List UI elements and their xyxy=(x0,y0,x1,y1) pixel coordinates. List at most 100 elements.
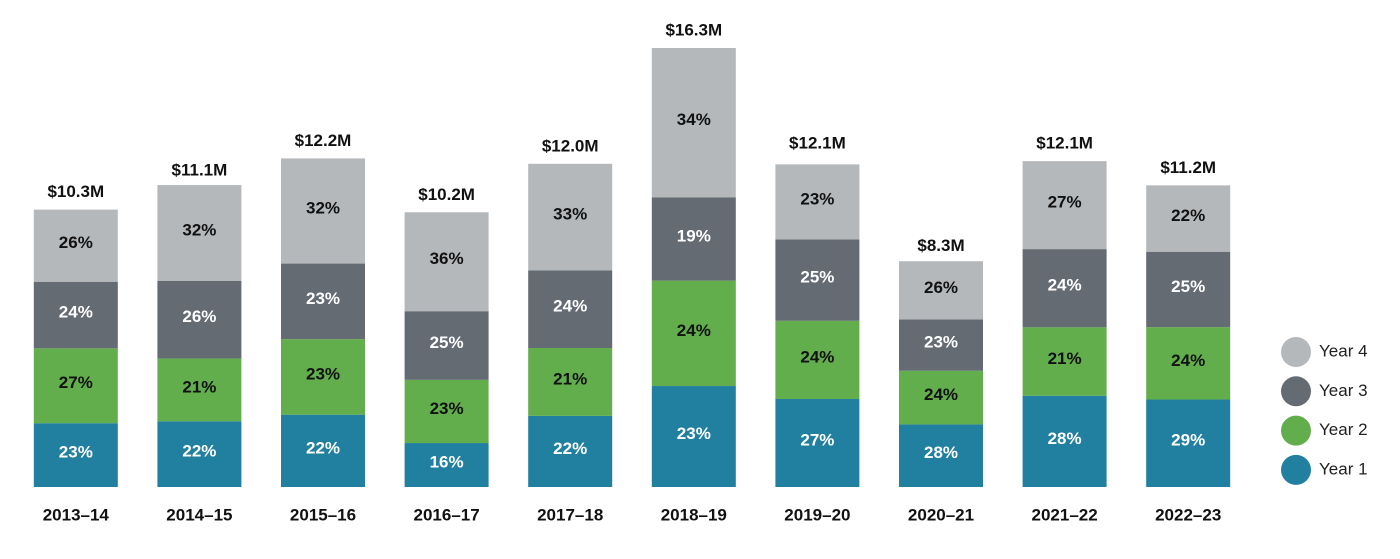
segment-label: 32% xyxy=(182,220,216,239)
bar-segment xyxy=(281,414,365,487)
x-tick-label: 2019–20 xyxy=(784,505,850,524)
bar-segment xyxy=(1022,249,1107,328)
total-label: $12.1M xyxy=(789,134,846,153)
bar-segment xyxy=(528,415,613,487)
bar-segment xyxy=(404,379,489,444)
bar-segment xyxy=(404,212,489,312)
segment-label: 22% xyxy=(553,439,587,458)
segment-label: 24% xyxy=(1048,276,1082,295)
bar-segment xyxy=(1146,327,1231,400)
legend-label: Year 1 xyxy=(1319,459,1368,478)
total-label: $8.3M xyxy=(917,236,964,255)
segment-label: 23% xyxy=(677,424,711,443)
bar-segment xyxy=(528,348,613,416)
segment-label: 34% xyxy=(677,110,711,129)
segment-label: 24% xyxy=(553,297,587,316)
legend-label: Year 4 xyxy=(1319,341,1368,360)
bar-segment xyxy=(281,339,365,415)
segment-label: 26% xyxy=(924,278,958,297)
segment-label: 24% xyxy=(800,347,834,366)
x-tick-label: 2022–23 xyxy=(1155,505,1221,524)
segment-label: 22% xyxy=(182,442,216,461)
bar-segment xyxy=(33,281,118,349)
bar-segment xyxy=(528,270,613,349)
segment-label: 33% xyxy=(553,205,587,224)
segment-label: 23% xyxy=(924,333,958,352)
segment-label: 19% xyxy=(677,226,711,245)
bar-segment xyxy=(157,185,242,281)
bar-segment xyxy=(775,320,860,400)
legend-label: Year 2 xyxy=(1319,420,1368,439)
total-label: $12.1M xyxy=(1036,134,1093,153)
total-label: $12.0M xyxy=(542,136,599,155)
segment-label: 23% xyxy=(306,364,340,383)
segment-label: 26% xyxy=(182,307,216,326)
segment-label: 36% xyxy=(430,249,464,268)
legend-swatch xyxy=(1281,337,1311,367)
segment-label: 21% xyxy=(553,369,587,388)
x-tick-label: 2017–18 xyxy=(537,505,603,524)
bar-segment xyxy=(404,311,489,380)
segment-label: 24% xyxy=(59,302,93,321)
bar-segment xyxy=(281,263,365,340)
x-tick-label: 2020–21 xyxy=(908,505,974,524)
bar-segment xyxy=(651,48,736,198)
bar-segment xyxy=(775,399,860,487)
x-tick-label: 2013–14 xyxy=(43,505,110,524)
bar-segment xyxy=(1146,185,1231,252)
bar-segment xyxy=(281,158,365,264)
segment-label: 24% xyxy=(677,321,711,340)
segment-label: 25% xyxy=(800,268,834,287)
total-label: $16.3M xyxy=(665,20,722,39)
bar-segment xyxy=(1146,399,1231,487)
segment-label: 23% xyxy=(430,399,464,418)
x-tick-label: 2015–16 xyxy=(290,505,356,524)
bar-segment xyxy=(404,443,489,487)
x-tick-label: 2021–22 xyxy=(1032,505,1098,524)
segment-label: 21% xyxy=(1048,349,1082,368)
bar-segment xyxy=(1022,395,1107,487)
segment-label: 23% xyxy=(59,443,93,462)
legend-swatch xyxy=(1281,376,1311,407)
bar-segment xyxy=(157,421,242,487)
segment-label: 25% xyxy=(430,333,464,352)
legend-swatch xyxy=(1281,415,1311,446)
segment-label: 16% xyxy=(430,453,464,472)
segment-label: 23% xyxy=(800,189,834,208)
segment-label: 26% xyxy=(59,233,93,252)
x-tick-label: 2014–15 xyxy=(166,505,232,524)
total-label: $10.2M xyxy=(418,185,475,204)
segment-label: 24% xyxy=(924,385,958,404)
bar-segment xyxy=(651,280,736,387)
bar-segment xyxy=(899,370,983,425)
total-label: $11.1M xyxy=(172,161,228,180)
segment-label: 22% xyxy=(306,438,340,457)
legend-label: Year 3 xyxy=(1319,381,1368,400)
bar-segment xyxy=(651,386,736,487)
bar-segment xyxy=(1146,251,1231,328)
bar-segment xyxy=(33,423,118,487)
x-tick-label: 2016–17 xyxy=(414,505,480,524)
bar-segment xyxy=(775,164,860,240)
bar-segment xyxy=(1022,327,1107,396)
bar-segment xyxy=(528,163,613,271)
segment-label: 25% xyxy=(1171,277,1205,296)
bar-segment xyxy=(157,358,242,422)
segment-label: 28% xyxy=(924,443,958,462)
bar-segment xyxy=(157,280,242,359)
segment-label: 27% xyxy=(1048,193,1082,212)
legend-swatch xyxy=(1281,454,1311,485)
segment-label: 27% xyxy=(59,373,93,392)
bar-segment xyxy=(651,197,736,281)
bar-segment xyxy=(899,261,983,320)
total-label: $10.3M xyxy=(47,182,104,201)
bar-segment xyxy=(899,319,983,371)
segment-label: 24% xyxy=(1171,351,1205,370)
bar-segment xyxy=(899,424,983,487)
total-label: $12.2M xyxy=(295,131,352,150)
bar-segment xyxy=(33,209,118,282)
segment-label: 27% xyxy=(800,430,834,449)
segment-label: 22% xyxy=(1171,206,1205,225)
x-tick-label: 2018–19 xyxy=(661,505,727,524)
